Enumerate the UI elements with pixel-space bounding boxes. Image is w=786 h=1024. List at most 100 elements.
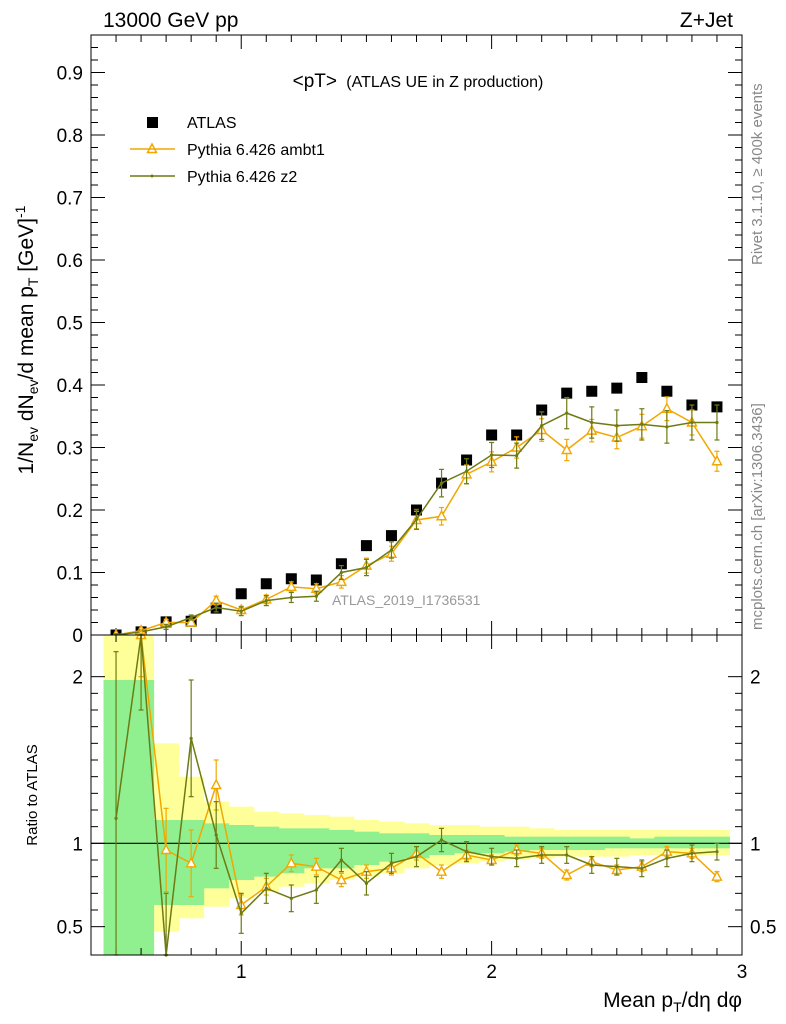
ratio-z2-point bbox=[339, 858, 343, 862]
ratio-uncertainty-bands bbox=[91, 635, 742, 955]
ratio-z2-point bbox=[565, 853, 569, 857]
legend-label-atlas: ATLAS bbox=[187, 115, 237, 132]
atlas-point bbox=[636, 372, 648, 383]
ratio-ytick-label-right: 0.5 bbox=[750, 918, 776, 939]
band-green bbox=[253, 826, 280, 877]
x-tick-label: 3 bbox=[737, 962, 748, 983]
ambt1-point bbox=[185, 616, 197, 627]
z2-point bbox=[264, 599, 268, 603]
ratio-z2-point bbox=[464, 850, 469, 854]
ratio-ambt1-point bbox=[711, 870, 723, 881]
ambt1-point bbox=[335, 575, 348, 587]
x-tick-label: 2 bbox=[486, 962, 497, 983]
ratio-z2-point bbox=[590, 863, 594, 867]
band-green bbox=[353, 831, 380, 865]
ratio-z2-point bbox=[540, 853, 544, 857]
ratio-z2-point bbox=[640, 866, 644, 870]
atlas-point bbox=[260, 578, 272, 590]
legend-label-ambt1: Pythia 6.426 ambt1 bbox=[187, 142, 325, 159]
main-ytick-label: 0.5 bbox=[57, 314, 83, 335]
main-ytick-label: 0 bbox=[72, 626, 83, 647]
ratio-z2-point bbox=[189, 736, 193, 740]
z2-point bbox=[239, 609, 243, 613]
rivet-label: Rivet 3.1.10, ≥ 400k events bbox=[749, 83, 766, 265]
x-axis-label: Mean pT/dη dφ bbox=[603, 989, 742, 1015]
z2-point bbox=[715, 420, 719, 425]
ratio-axis-ticks: 0.5 0.5 1 1 2 2 1 2 3 bbox=[57, 635, 776, 983]
z2-point bbox=[164, 625, 168, 629]
z2-point bbox=[289, 595, 293, 600]
main-ytick-label: 0.8 bbox=[57, 126, 83, 147]
atlas-point bbox=[235, 588, 247, 600]
ratio-data-points bbox=[113, 628, 723, 957]
atlas-point bbox=[511, 429, 523, 441]
ratio-z2-line bbox=[115, 634, 718, 956]
ratio-z2-point bbox=[414, 855, 419, 859]
main-ytick-label: 0.3 bbox=[57, 439, 83, 460]
z2-point bbox=[565, 411, 569, 415]
band-green bbox=[654, 836, 680, 849]
ratio-ytick-label: 2 bbox=[72, 668, 83, 689]
main-ytick-label: 0.6 bbox=[57, 251, 83, 272]
ratio-z2-point bbox=[490, 855, 494, 859]
z2-point bbox=[690, 420, 694, 425]
main-ytick-label: 0.7 bbox=[57, 189, 83, 210]
ratio-z2-point bbox=[364, 881, 369, 885]
legend-label-z2: Pythia 6.426 z2 bbox=[187, 169, 297, 186]
main-ytick-label: 0.4 bbox=[57, 376, 84, 397]
header-left: 13000 GeV pp bbox=[103, 9, 238, 32]
ratio-z2-point bbox=[690, 851, 694, 855]
ratio-z2-point bbox=[314, 888, 318, 892]
main-ytick-label: 0.9 bbox=[57, 64, 83, 85]
legend-marker-z2 bbox=[150, 174, 154, 178]
main-axis-ticks: 0 0.1 0.2 0.3 0.4 0.5 0.6 0.7 0.8 0.9 bbox=[57, 34, 742, 647]
header-right: Z+Jet bbox=[680, 9, 733, 32]
atlas-point bbox=[310, 574, 322, 586]
ratio-ambt1-point bbox=[435, 865, 448, 876]
band-green bbox=[604, 836, 630, 849]
z2-point bbox=[364, 565, 369, 570]
ratio-frame bbox=[90, 634, 743, 956]
z2-point bbox=[590, 420, 594, 425]
ratio-ambt1-line bbox=[140, 634, 718, 907]
ambt1-point bbox=[711, 454, 723, 466]
atlas-point bbox=[586, 385, 598, 397]
ratio-z2-point bbox=[239, 911, 243, 915]
band-green bbox=[228, 825, 255, 880]
z2-point bbox=[490, 453, 494, 457]
atlas-point bbox=[360, 540, 372, 552]
plot-title-main: <pT> bbox=[293, 71, 337, 92]
ratio-z2-point bbox=[615, 865, 619, 869]
ratio-ytick-label-right: 1 bbox=[750, 834, 761, 855]
legend-marker-ambt1 bbox=[146, 142, 158, 154]
ratio-ambt1-point bbox=[285, 856, 297, 868]
ambt1-point bbox=[435, 509, 448, 521]
ratio-z2-point bbox=[114, 816, 118, 820]
band-green bbox=[479, 835, 505, 854]
z2-point bbox=[214, 605, 218, 610]
z2-point bbox=[640, 422, 644, 426]
ratio-z2-point bbox=[715, 850, 719, 854]
plot-title-sub: (ATLAS UE in Z production) bbox=[346, 74, 543, 91]
atlas-point bbox=[661, 385, 673, 397]
z2-point bbox=[464, 469, 469, 473]
ratio-ambt1-point bbox=[210, 778, 222, 790]
ratio-ambt1-point bbox=[185, 856, 197, 868]
atlas-point bbox=[486, 429, 498, 441]
z2-point bbox=[189, 615, 193, 620]
z2-point bbox=[540, 424, 544, 428]
ratio-ambt1-point bbox=[160, 843, 172, 855]
atlas-point bbox=[561, 387, 573, 399]
ratio-z2-point bbox=[515, 856, 519, 860]
ambt1-point bbox=[561, 443, 573, 455]
z2-point bbox=[515, 454, 519, 458]
ratio-ambt1-point bbox=[310, 860, 323, 871]
atlas-point bbox=[536, 404, 548, 416]
watermark: ATLAS_2019_I1736531 bbox=[332, 592, 481, 608]
legend: ATLAS Pythia 6.426 ambt1 Pythia 6.426 z2 bbox=[130, 115, 325, 186]
z2-point bbox=[389, 548, 394, 552]
main-ytick-label: 0.1 bbox=[57, 564, 83, 585]
main-ytick-label: 0.2 bbox=[57, 501, 83, 522]
atlas-point bbox=[385, 530, 397, 542]
